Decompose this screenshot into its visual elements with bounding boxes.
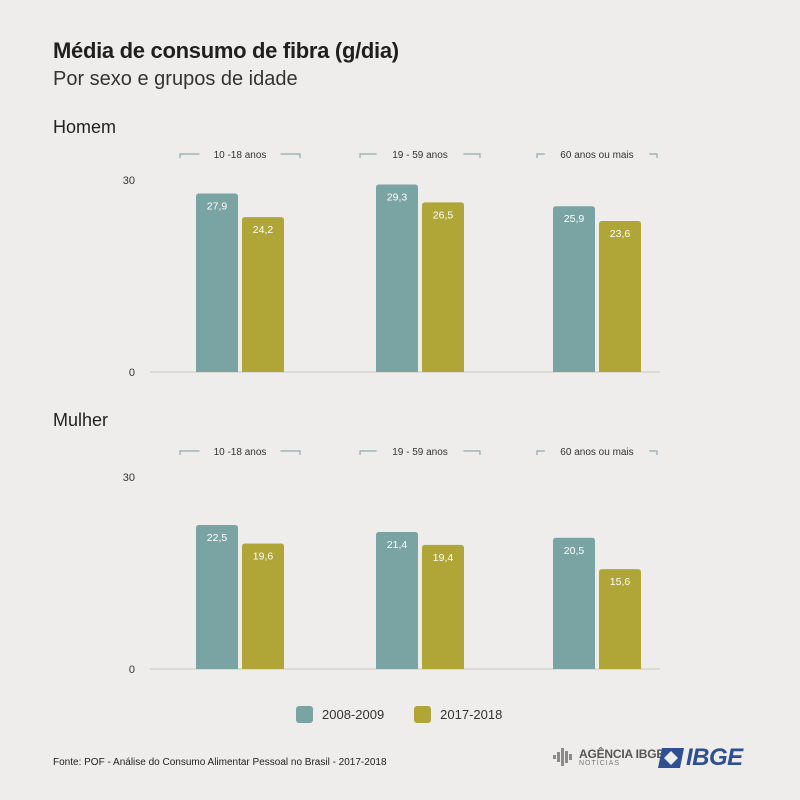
category-bracket-19-59-anos xyxy=(359,450,481,455)
data-label-2017-2018-60-anos-ou-mais: 23,6 xyxy=(610,228,631,240)
y-tick-label-30: 30 xyxy=(123,175,135,187)
data-label-2008-2009-19-59-anos: 21,4 xyxy=(387,539,408,551)
legend-item-2017-2018: 2017-2018 xyxy=(414,706,502,723)
data-label-2017-2018-10-18-anos: 24,2 xyxy=(253,224,274,236)
category-label-60-anos-ou-mais: 60 anos ou mais xyxy=(560,150,633,161)
agencia-logo-line1: AGÊNCIA IBGE xyxy=(579,746,665,761)
data-label-2017-2018-19-59-anos: 26,5 xyxy=(433,209,454,221)
category-label-19-59-anos: 19 - 59 anos xyxy=(392,150,448,161)
legend-item-2008-2009: 2008-2009 xyxy=(296,706,384,723)
data-label-2017-2018-19-59-anos: 19,4 xyxy=(433,552,454,564)
category-label-60-anos-ou-mais: 60 anos ou mais xyxy=(560,447,633,458)
ibge-logo-icon xyxy=(658,748,684,768)
data-label-2017-2018-60-anos-ou-mais: 15,6 xyxy=(610,576,631,588)
y-tick-label-30: 30 xyxy=(123,472,135,484)
legend-swatch-2008-2009 xyxy=(296,706,313,723)
bar-2017-2018-10-18-anos xyxy=(242,543,284,669)
category-label-19-59-anos: 19 - 59 anos xyxy=(392,447,448,458)
data-label-2008-2009-10-18-anos: 27,9 xyxy=(207,200,228,212)
y-tick-label-0: 0 xyxy=(129,664,135,676)
legend-label-2008-2009: 2008-2009 xyxy=(322,707,385,722)
legend-swatch-2017-2018 xyxy=(414,706,432,723)
agencia-logo-line2: NOTÍCIAS xyxy=(579,759,621,767)
category-label-10-18-anos: 10 -18 anos xyxy=(214,447,267,458)
bar-2008-2009-10-18-anos xyxy=(196,525,238,669)
agencia-ibge-logo: AGÊNCIA IBGE NOTÍCIAS xyxy=(553,746,664,768)
data-label-2008-2009-60-anos-ou-mais: 25,9 xyxy=(564,213,585,225)
category-label-10-18-anos: 10 -18 anos xyxy=(214,150,267,161)
category-bracket-10-18-anos xyxy=(179,450,301,455)
chart-subtitle: Por sexo e grupos de idade xyxy=(53,68,298,90)
ibge-logo-text: IBGE xyxy=(686,744,743,771)
source-note: Fonte: POF - Análise do Consumo Alimenta… xyxy=(53,757,387,768)
agencia-logo-icon xyxy=(553,748,572,766)
ibge-logo: IBGE xyxy=(658,744,743,772)
panel-label-mulher: Mulher xyxy=(53,410,109,430)
legend-label-2017-2018: 2017-2018 xyxy=(440,707,503,722)
bar-2008-2009-19-59-anos xyxy=(376,532,418,669)
category-bracket-60-anos-ou-mais xyxy=(536,450,658,455)
data-label-2008-2009-60-anos-ou-mais: 20,5 xyxy=(564,545,585,557)
bar-2008-2009-19-59-anos xyxy=(376,184,418,372)
chart-title: Média de consumo de fibra (g/dia) xyxy=(53,38,399,63)
bar-2017-2018-19-59-anos xyxy=(422,544,464,669)
bar-2008-2009-60-anos-ou-mais xyxy=(553,206,595,372)
category-bracket-60-anos-ou-mais xyxy=(536,153,658,158)
data-label-2017-2018-10-18-anos: 19,6 xyxy=(253,551,274,563)
data-label-2008-2009-19-59-anos: 29,3 xyxy=(387,191,408,203)
bar-2008-2009-10-18-anos xyxy=(196,193,238,372)
chart-mulher: 0 30 10 -18 anos 22,5 19,6 19 - 59 anos 21,4 19… xyxy=(123,447,660,676)
category-bracket-10-18-anos xyxy=(179,153,301,158)
chart-homem: 0 30 10 -18 anos 27,9 24,2 19 - 59 anos 29,3 26… xyxy=(123,150,660,379)
bar-2017-2018-10-18-anos xyxy=(242,217,284,372)
bar-2017-2018-60-anos-ou-mais xyxy=(599,569,641,669)
y-tick-label-0: 0 xyxy=(129,367,135,379)
data-label-2008-2009-10-18-anos: 22,5 xyxy=(207,532,228,544)
panel-label-homem: Homem xyxy=(53,117,117,137)
legend: 2008-2009 2017-2018 xyxy=(296,706,532,723)
bar-2008-2009-60-anos-ou-mais xyxy=(553,537,595,669)
category-bracket-19-59-anos xyxy=(359,153,481,158)
bar-2017-2018-19-59-anos xyxy=(422,202,464,372)
bar-2017-2018-60-anos-ou-mais xyxy=(599,220,641,372)
